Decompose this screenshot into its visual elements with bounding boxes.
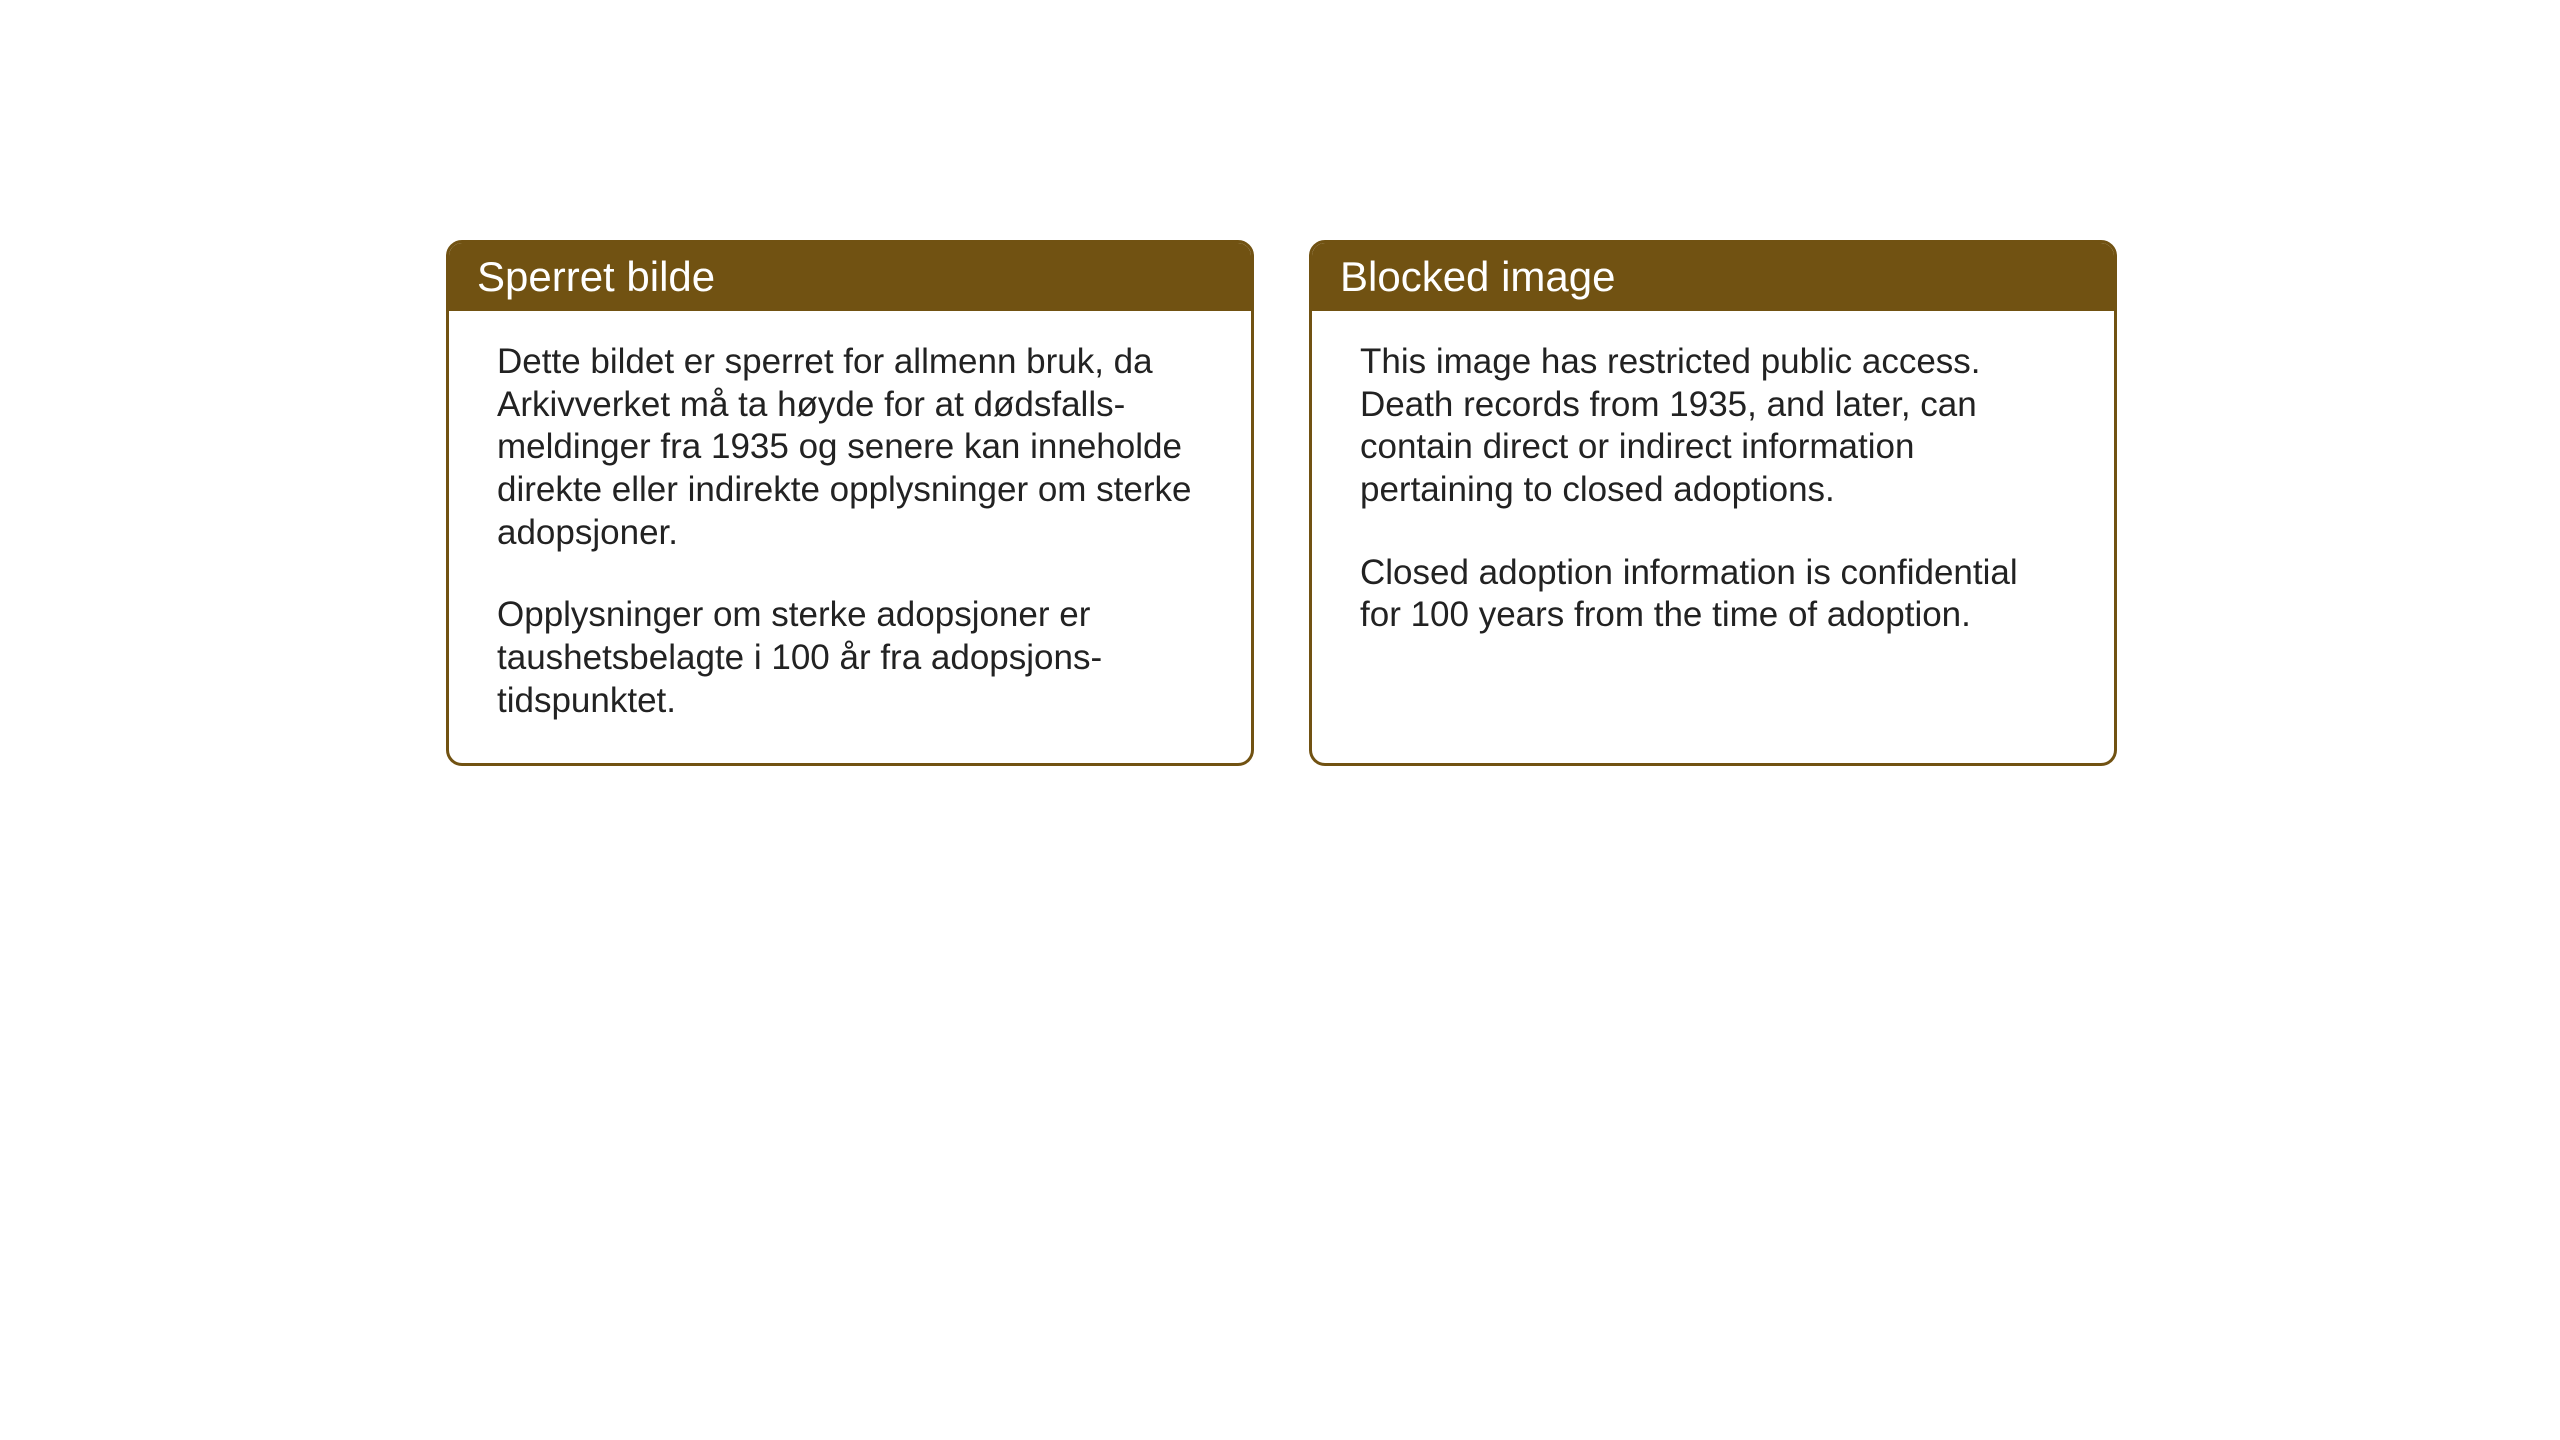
cards-container: Sperret bilde Dette bildet er sperret fo… bbox=[446, 240, 2117, 766]
card-english-paragraph-2: Closed adoption information is confident… bbox=[1360, 552, 2066, 637]
card-english-paragraph-1: This image has restricted public access.… bbox=[1360, 341, 2066, 512]
card-english: Blocked image This image has restricted … bbox=[1309, 240, 2117, 766]
card-norwegian-body: Dette bildet er sperret for allmenn bruk… bbox=[449, 311, 1251, 763]
card-norwegian: Sperret bilde Dette bildet er sperret fo… bbox=[446, 240, 1254, 766]
card-norwegian-header: Sperret bilde bbox=[449, 243, 1251, 311]
card-english-title: Blocked image bbox=[1340, 253, 1615, 300]
card-english-body: This image has restricted public access.… bbox=[1312, 311, 2114, 731]
card-english-header: Blocked image bbox=[1312, 243, 2114, 311]
card-norwegian-paragraph-2: Opplysninger om sterke adopsjoner er tau… bbox=[497, 594, 1203, 722]
card-norwegian-paragraph-1: Dette bildet er sperret for allmenn bruk… bbox=[497, 341, 1203, 554]
card-norwegian-title: Sperret bilde bbox=[477, 253, 715, 300]
